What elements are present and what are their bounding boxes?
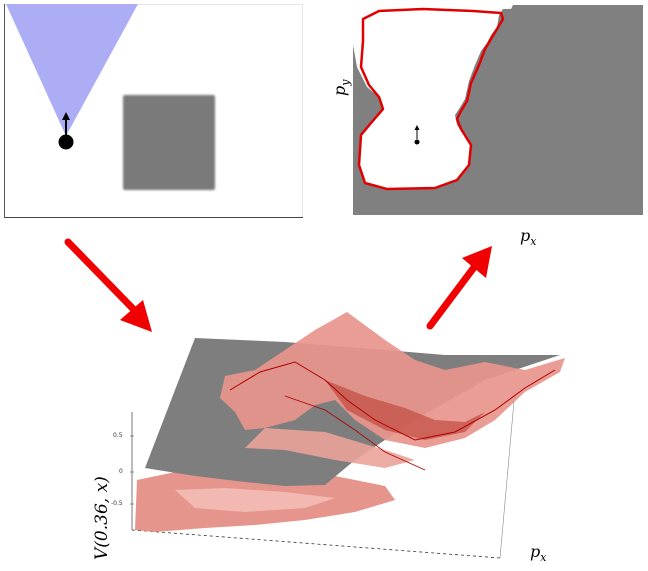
px-axis-label-bottom: px [530,542,547,565]
reachable-set-panel [353,5,643,215]
obstacle-square [123,95,215,190]
tick-label-top: 0.5 [113,432,123,439]
surface-fold [325,380,485,440]
value-axis-label: V(0.36, x) [92,476,112,560]
surface-highlight [175,488,335,512]
sensor-scene-panel [4,4,303,218]
px-axis-label-top: px [520,226,537,249]
tick-label-mid: 0 [119,468,123,475]
px-axis-line [131,529,501,559]
reachable-boundary [357,7,505,191]
agent-point [414,139,420,145]
up-arrow-head [462,246,492,278]
zero-contour [229,361,556,441]
value-surface-plot [130,312,565,559]
sensor-cone [6,4,138,136]
agent-dot [58,134,74,150]
depth-axis-line [499,389,516,559]
surface-slope [245,428,415,468]
py-axis-label: py [330,79,353,96]
value-surface-upper [220,312,565,448]
tick-label-bottom: -0.5 [111,500,123,507]
agent-heading-head [414,125,420,130]
heading-arrow-head [62,112,70,120]
reachable-region [353,5,513,189]
contour-line-2 [284,395,426,471]
